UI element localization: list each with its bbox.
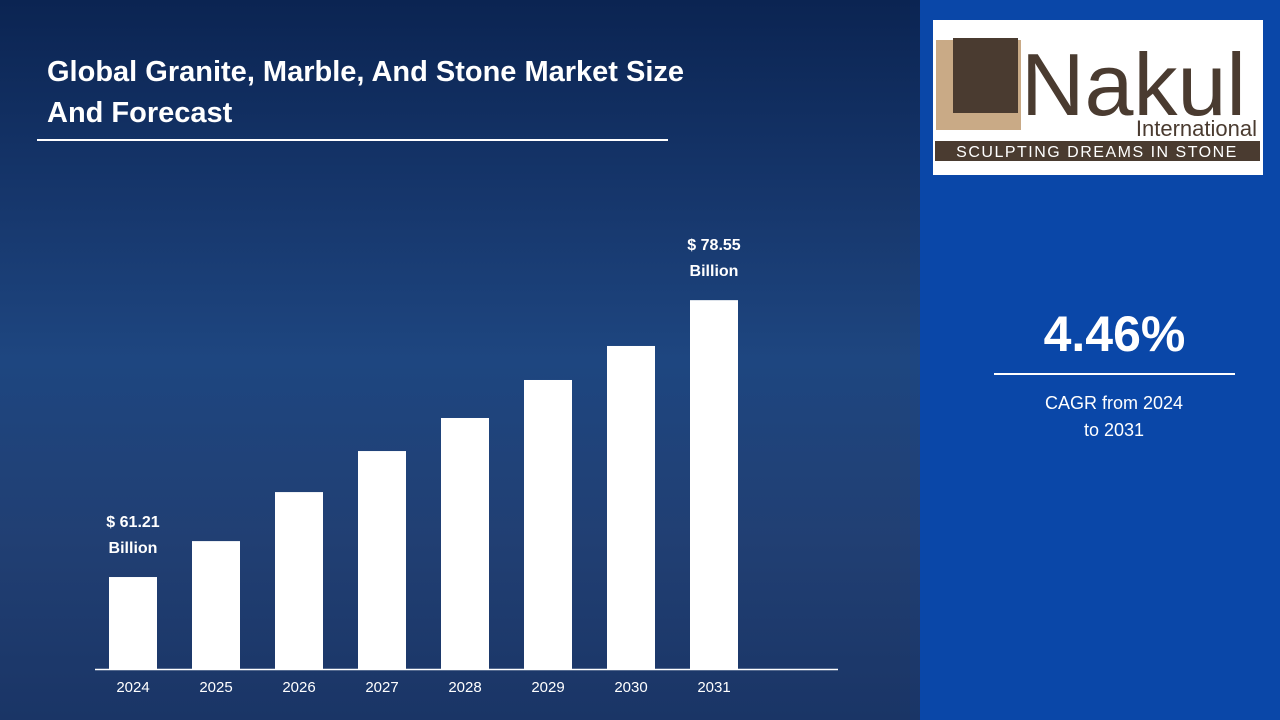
x-tick-label: 2024 <box>116 679 149 696</box>
logo-tagline: SCULPTING DREAMS IN STONE <box>956 144 1238 161</box>
chart-title: Global Granite, Marble, And Stone Market… <box>47 56 685 129</box>
logo-block <box>953 38 1018 113</box>
x-tick-label: 2026 <box>282 679 315 696</box>
bar <box>192 541 240 669</box>
logo-name: Nakul <box>1021 35 1246 134</box>
cagr-value: 4.46% <box>1043 306 1186 362</box>
x-tick-label: 2031 <box>697 679 730 696</box>
logo: Nakul International SCULPTING DREAMS IN … <box>933 20 1263 175</box>
cagr-rule <box>994 373 1235 375</box>
x-tick-label: 2025 <box>199 679 232 696</box>
bar <box>524 379 572 669</box>
value-label-line: $ 78.55 <box>687 237 740 254</box>
cagr-label: CAGR from 2024 to 2031 <box>1044 393 1184 440</box>
bar <box>275 492 323 669</box>
bar <box>109 577 157 669</box>
title-rule <box>37 139 668 141</box>
value-label-line: Billion <box>109 540 158 557</box>
value-label: $ 61.21 Billion <box>106 514 159 557</box>
x-tick-label: 2028 <box>448 679 481 696</box>
bar <box>690 300 738 669</box>
logo-subname: International <box>1136 116 1257 141</box>
chart: 2024 $ 61.21 Billion 2025 2026 2027 2028 2029 20… <box>0 0 920 720</box>
logo-band <box>935 141 1260 161</box>
logo-graphic: Nakul International SCULPTING DREAMS IN … <box>935 35 1260 161</box>
value-label: $ 78.55 Billion <box>687 237 740 280</box>
bar <box>607 345 655 669</box>
x-tick-label: 2030 <box>614 679 647 696</box>
x-tick-label: 2029 <box>531 679 564 696</box>
bar <box>358 451 406 669</box>
bar <box>441 417 489 669</box>
value-label-line: $ 61.21 <box>106 514 159 531</box>
x-tick-label: 2027 <box>365 679 398 696</box>
value-label-line: Billion <box>690 263 739 280</box>
